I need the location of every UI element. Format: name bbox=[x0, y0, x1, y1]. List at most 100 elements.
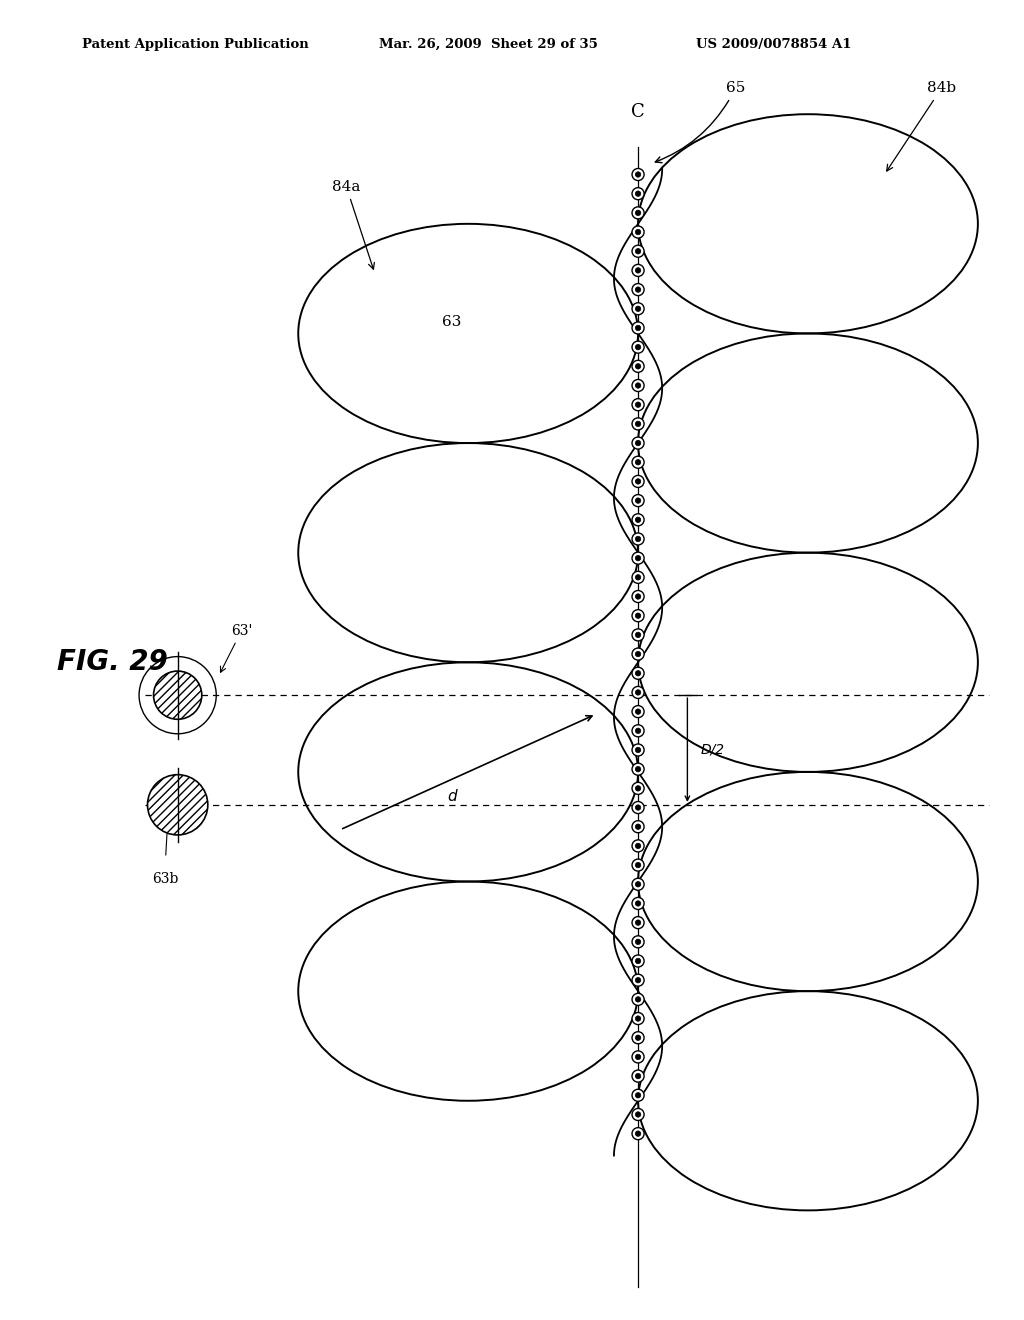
Circle shape bbox=[632, 513, 644, 525]
Circle shape bbox=[635, 248, 641, 253]
Circle shape bbox=[632, 1012, 644, 1024]
Circle shape bbox=[632, 801, 644, 813]
Circle shape bbox=[635, 939, 641, 945]
Text: US 2009/0078854 A1: US 2009/0078854 A1 bbox=[696, 38, 852, 51]
Circle shape bbox=[635, 1073, 641, 1078]
Circle shape bbox=[635, 1035, 641, 1040]
Circle shape bbox=[632, 706, 644, 718]
Circle shape bbox=[632, 360, 644, 372]
Circle shape bbox=[635, 1055, 641, 1060]
Circle shape bbox=[635, 997, 641, 1002]
Text: Patent Application Publication: Patent Application Publication bbox=[82, 38, 308, 51]
Circle shape bbox=[635, 383, 641, 388]
Circle shape bbox=[635, 1111, 641, 1117]
Circle shape bbox=[632, 533, 644, 545]
Circle shape bbox=[635, 479, 641, 484]
Circle shape bbox=[632, 264, 644, 276]
Circle shape bbox=[635, 363, 641, 370]
Circle shape bbox=[632, 399, 644, 411]
Circle shape bbox=[632, 1071, 644, 1082]
Circle shape bbox=[635, 958, 641, 964]
Circle shape bbox=[632, 725, 644, 737]
Circle shape bbox=[635, 421, 641, 426]
Circle shape bbox=[632, 840, 644, 851]
Circle shape bbox=[632, 169, 644, 181]
Circle shape bbox=[635, 325, 641, 331]
Circle shape bbox=[635, 230, 641, 235]
Circle shape bbox=[154, 671, 202, 719]
Circle shape bbox=[632, 954, 644, 968]
Circle shape bbox=[635, 498, 641, 503]
Circle shape bbox=[635, 767, 641, 772]
Circle shape bbox=[635, 900, 641, 906]
Circle shape bbox=[635, 191, 641, 197]
Circle shape bbox=[632, 686, 644, 698]
Circle shape bbox=[635, 882, 641, 887]
Circle shape bbox=[632, 284, 644, 296]
Text: 84b: 84b bbox=[887, 82, 956, 172]
Circle shape bbox=[635, 1016, 641, 1022]
Circle shape bbox=[635, 536, 641, 541]
Circle shape bbox=[632, 207, 644, 219]
Text: Mar. 26, 2009  Sheet 29 of 35: Mar. 26, 2009 Sheet 29 of 35 bbox=[379, 38, 598, 51]
Circle shape bbox=[632, 302, 644, 314]
Circle shape bbox=[635, 1131, 641, 1137]
Circle shape bbox=[632, 341, 644, 354]
Circle shape bbox=[632, 495, 644, 507]
Circle shape bbox=[635, 594, 641, 599]
Circle shape bbox=[635, 441, 641, 446]
Circle shape bbox=[632, 437, 644, 449]
Circle shape bbox=[632, 783, 644, 795]
Circle shape bbox=[632, 878, 644, 890]
Circle shape bbox=[635, 1093, 641, 1098]
Text: 65: 65 bbox=[655, 82, 745, 162]
Circle shape bbox=[635, 345, 641, 350]
Text: FIG. 29: FIG. 29 bbox=[57, 648, 168, 676]
Circle shape bbox=[632, 1109, 644, 1121]
Circle shape bbox=[632, 1127, 644, 1139]
Circle shape bbox=[635, 268, 641, 273]
Circle shape bbox=[632, 610, 644, 622]
Circle shape bbox=[632, 590, 644, 602]
Circle shape bbox=[635, 671, 641, 676]
Circle shape bbox=[635, 920, 641, 925]
Circle shape bbox=[632, 936, 644, 948]
Circle shape bbox=[632, 898, 644, 909]
Circle shape bbox=[635, 517, 641, 523]
Circle shape bbox=[635, 651, 641, 657]
Circle shape bbox=[635, 805, 641, 810]
Circle shape bbox=[632, 379, 644, 392]
Circle shape bbox=[635, 403, 641, 408]
Text: 84a: 84a bbox=[332, 180, 375, 269]
Circle shape bbox=[632, 994, 644, 1006]
Circle shape bbox=[635, 709, 641, 714]
Circle shape bbox=[635, 862, 641, 867]
Circle shape bbox=[635, 459, 641, 465]
Circle shape bbox=[632, 1089, 644, 1101]
Circle shape bbox=[632, 475, 644, 487]
Circle shape bbox=[632, 418, 644, 430]
Circle shape bbox=[632, 226, 644, 238]
Circle shape bbox=[635, 747, 641, 752]
Text: d: d bbox=[446, 788, 457, 804]
Circle shape bbox=[635, 556, 641, 561]
Circle shape bbox=[632, 1032, 644, 1044]
Circle shape bbox=[635, 729, 641, 734]
Circle shape bbox=[632, 821, 644, 833]
Circle shape bbox=[632, 648, 644, 660]
Circle shape bbox=[635, 612, 641, 619]
Circle shape bbox=[632, 552, 644, 564]
Circle shape bbox=[635, 286, 641, 292]
Circle shape bbox=[632, 1051, 644, 1063]
Circle shape bbox=[632, 187, 644, 199]
Text: D/2: D/2 bbox=[700, 743, 725, 756]
Circle shape bbox=[635, 632, 641, 638]
Text: C: C bbox=[631, 103, 645, 121]
Circle shape bbox=[632, 246, 644, 257]
Circle shape bbox=[632, 572, 644, 583]
Circle shape bbox=[635, 172, 641, 177]
Text: 63': 63' bbox=[220, 624, 252, 672]
Circle shape bbox=[632, 667, 644, 680]
Text: 63: 63 bbox=[442, 315, 462, 330]
Circle shape bbox=[147, 775, 208, 836]
